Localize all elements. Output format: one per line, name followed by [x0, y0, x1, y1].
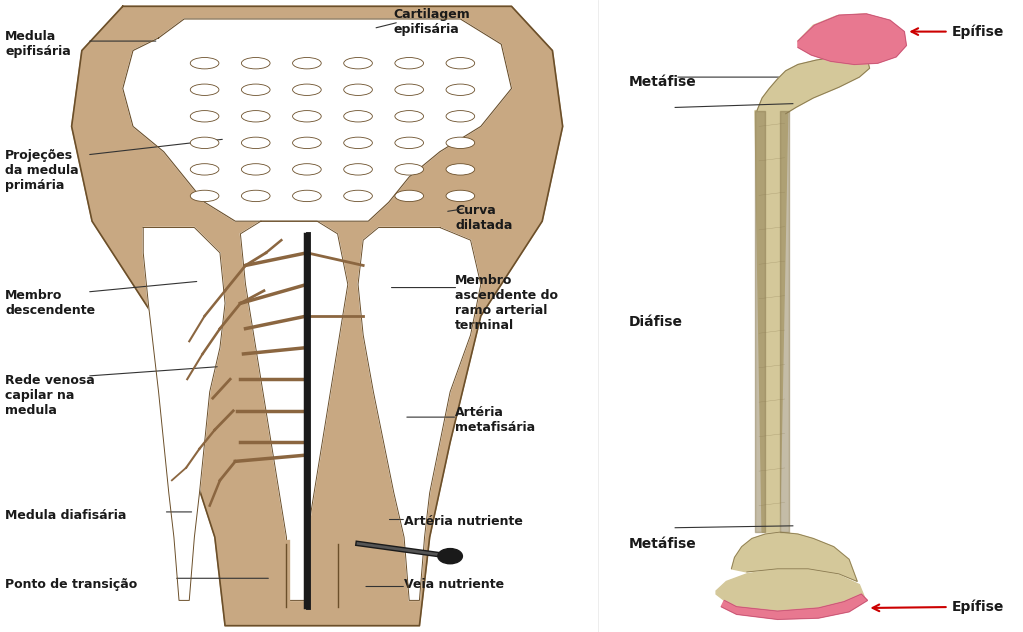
Text: Curva
dilatada: Curva dilatada [455, 204, 513, 232]
Ellipse shape [241, 84, 270, 95]
Ellipse shape [395, 84, 424, 95]
Ellipse shape [241, 137, 270, 149]
Polygon shape [721, 594, 868, 619]
Ellipse shape [395, 111, 424, 122]
Text: Rede venosa
capilar na
medula: Rede venosa capilar na medula [5, 374, 95, 416]
Ellipse shape [395, 190, 424, 202]
Ellipse shape [395, 58, 424, 69]
Text: Metáfise: Metáfise [629, 537, 697, 550]
Ellipse shape [446, 190, 475, 202]
Ellipse shape [344, 164, 372, 175]
Ellipse shape [395, 137, 424, 149]
Ellipse shape [344, 190, 372, 202]
Ellipse shape [446, 84, 475, 95]
Ellipse shape [446, 111, 475, 122]
Text: Artéria
metafisária: Artéria metafisária [455, 406, 535, 434]
Text: Artéria nutriente: Artéria nutriente [404, 515, 523, 528]
Ellipse shape [190, 58, 219, 69]
Polygon shape [731, 532, 857, 581]
Polygon shape [240, 221, 348, 600]
Ellipse shape [293, 164, 321, 175]
Text: Diáfise: Diáfise [629, 315, 683, 329]
Polygon shape [358, 228, 481, 600]
Ellipse shape [190, 137, 219, 149]
Ellipse shape [344, 84, 372, 95]
Polygon shape [755, 111, 788, 532]
Polygon shape [143, 228, 225, 600]
Text: Medula
epifisária: Medula epifisária [5, 30, 71, 58]
Circle shape [438, 549, 462, 564]
Ellipse shape [293, 58, 321, 69]
Ellipse shape [395, 164, 424, 175]
Text: Veia nutriente: Veia nutriente [404, 578, 504, 591]
Ellipse shape [446, 58, 475, 69]
Ellipse shape [446, 164, 475, 175]
Text: Metáfise: Metáfise [629, 75, 697, 89]
Ellipse shape [293, 137, 321, 149]
Ellipse shape [190, 190, 219, 202]
Ellipse shape [241, 111, 270, 122]
Text: Projeções
da medula
primária: Projeções da medula primária [5, 149, 79, 192]
Polygon shape [798, 14, 905, 63]
Text: Epífise: Epífise [873, 600, 1004, 614]
Polygon shape [716, 569, 864, 616]
Text: Medula diafisária: Medula diafisária [5, 509, 127, 521]
Ellipse shape [241, 164, 270, 175]
Text: Membro
ascendente do
ramo arterial
terminal: Membro ascendente do ramo arterial termi… [455, 274, 559, 332]
Text: Epífise: Epífise [911, 25, 1004, 39]
Polygon shape [757, 56, 870, 114]
Ellipse shape [190, 111, 219, 122]
Ellipse shape [241, 190, 270, 202]
Polygon shape [798, 14, 906, 64]
Ellipse shape [241, 58, 270, 69]
Ellipse shape [293, 111, 321, 122]
Ellipse shape [190, 84, 219, 95]
Ellipse shape [344, 111, 372, 122]
Polygon shape [72, 6, 563, 626]
Ellipse shape [293, 190, 321, 202]
Ellipse shape [344, 137, 372, 149]
Ellipse shape [190, 164, 219, 175]
Ellipse shape [446, 137, 475, 149]
Ellipse shape [344, 58, 372, 69]
Text: Membro
descendente: Membro descendente [5, 289, 95, 317]
Polygon shape [123, 19, 512, 221]
Ellipse shape [293, 84, 321, 95]
Text: Ponto de transição: Ponto de transição [5, 578, 137, 591]
Text: Cartilagem
epifisária: Cartilagem epifisária [394, 8, 471, 36]
